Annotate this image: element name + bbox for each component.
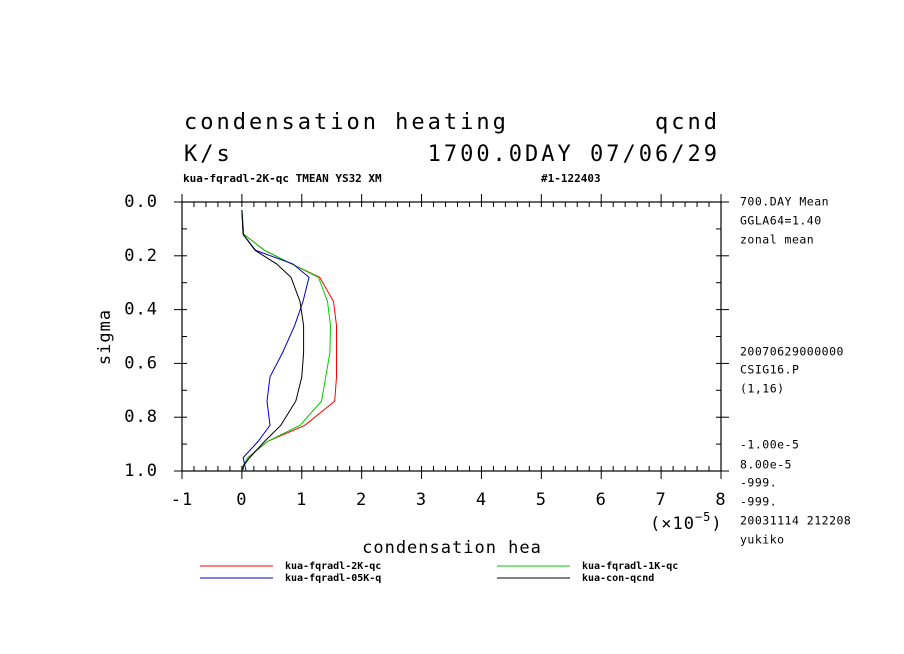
annotation: -1.00e-5: [740, 438, 799, 452]
plot-frame: [181, 201, 722, 472]
legend-label: kua-fqradl-1K-qc: [582, 561, 678, 572]
legend-label: kua-fqradl-2K-qc: [285, 561, 381, 572]
x-tick-label: 4: [476, 490, 487, 510]
x-tick-label: 0: [236, 490, 247, 510]
annotation: -999.: [740, 495, 777, 509]
x-tick-label: 8: [715, 490, 726, 510]
y-tick-label: 0.4: [124, 300, 158, 320]
time-label: 1700.0DAY 07/06/29: [428, 142, 720, 167]
y-axis-label: sigma: [95, 309, 115, 365]
annotation: zonal mean: [740, 233, 814, 247]
x-tick-label: 5: [536, 490, 547, 510]
annotation: 20070629000000: [740, 345, 844, 359]
x-tick-label: 1: [296, 490, 307, 510]
header-left: kua-fqradl-2K-qc TMEAN YS32 XM: [183, 172, 382, 185]
y-tick-label: 0.6: [124, 353, 158, 373]
x-tick-label: 6: [596, 490, 607, 510]
annotation: 700.DAY Mean: [740, 195, 829, 209]
annotation: (1,16): [740, 382, 785, 396]
legend-label: kua-fqradl-05K-q: [285, 573, 381, 584]
y-tick-label: 0.2: [124, 246, 158, 266]
data-line: [241, 210, 337, 472]
data-line: [241, 210, 305, 472]
x-tick-label: -1: [171, 490, 193, 510]
variable-name: qcnd: [655, 110, 720, 135]
y-tick-label: 0.0: [124, 192, 158, 212]
data-line: [241, 210, 310, 472]
annotation: -999.: [740, 476, 777, 490]
header-right: #1-122403: [541, 172, 601, 185]
x-multiplier: (×10−5): [650, 510, 723, 535]
units: K/s: [184, 142, 233, 167]
x-axis-label: condensation hea: [362, 538, 542, 558]
x-tick-label: 7: [655, 490, 666, 510]
x-tick-label: 2: [356, 490, 367, 510]
x-tick-label: 3: [416, 490, 427, 510]
chart-title: condensation heating: [184, 110, 509, 135]
y-tick-label: 0.8: [124, 407, 158, 427]
multiplier-base: (×10: [650, 514, 695, 534]
multiplier-exponent: −5: [695, 510, 711, 524]
annotation: 20031114 212208: [740, 514, 851, 528]
legend-label: kua-con-qcnd: [582, 573, 654, 584]
annotation: yukiko: [740, 533, 785, 547]
y-tick-label: 1.0: [124, 461, 158, 481]
annotation: CSIG16.P: [740, 363, 799, 377]
annotation: 8.00e-5: [740, 458, 792, 472]
annotation: GGLA64=1.40: [740, 214, 822, 228]
multiplier-close: ): [711, 514, 722, 534]
